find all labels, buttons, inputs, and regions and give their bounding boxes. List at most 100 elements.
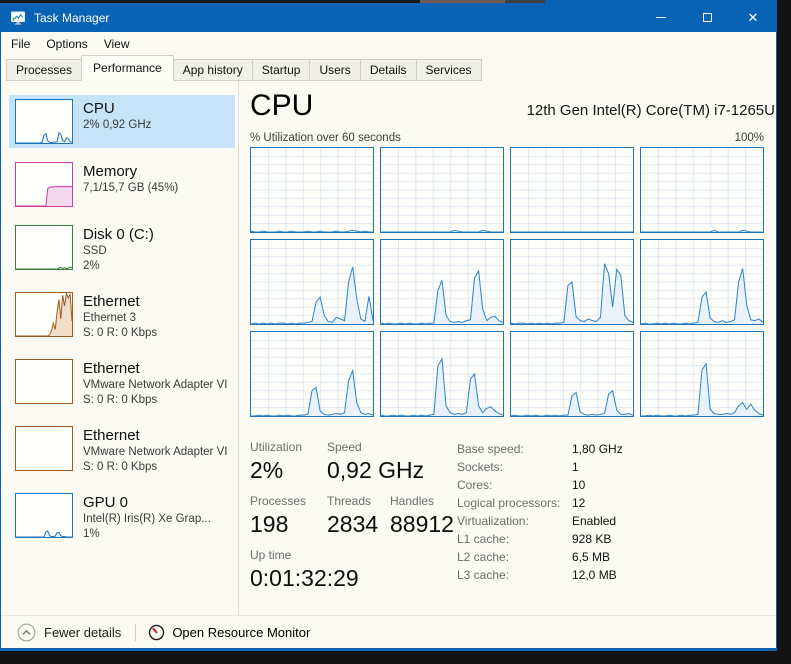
cpu-core-chart-8 (640, 239, 764, 325)
cpu-core-grid (250, 147, 764, 417)
stat-label-utilization: Utilization (250, 440, 303, 454)
cpu-thumbnail-chart (15, 99, 73, 144)
cpu-panel: CPU 12th Gen Intel(R) Core(TM) i7-1265U … (250, 81, 775, 615)
open-resource-monitor-label: Open Resource Monitor (172, 624, 311, 640)
stat-value-l1-cache: 928 KB (572, 532, 612, 546)
background-window-right (777, 0, 791, 664)
chart-axis-label: % Utilization over 60 seconds (250, 132, 401, 144)
sidebar-item-detail: 2% (83, 260, 100, 272)
maximize-button[interactable] (684, 3, 730, 32)
sidebar-item-ethernet-3[interactable]: Ethernet VMware Network Adapter VI S: 0 … (9, 422, 235, 479)
fewer-details-button[interactable]: Fewer details (17, 623, 121, 642)
disk-thumbnail-chart (15, 225, 73, 270)
task-manager-window: Task Manager ✕ File Options View Process… (0, 3, 777, 651)
sidebar-item-title: Disk 0 (C:) (83, 226, 154, 243)
performance-content: CPU 2% 0,92 GHz Memory 7,1/15,7 GB (45%)… (1, 81, 776, 615)
chevron-up-circle-icon (17, 623, 36, 641)
sidebar-item-detail: S: 0 R: 0 Kbps (83, 394, 158, 406)
stat-value-uptime: 0:01:32:29 (250, 565, 359, 591)
sidebar-item-detail: SSD (83, 245, 107, 257)
close-button[interactable]: ✕ (730, 3, 776, 32)
resource-monitor-icon (149, 624, 165, 640)
stat-value-base-speed: 1,80 GHz (572, 442, 623, 456)
performance-sidebar: CPU 2% 0,92 GHz Memory 7,1/15,7 GB (45%)… (9, 95, 235, 556)
sidebar-item-ethernet-1[interactable]: Ethernet Ethernet 3 S: 0 R: 0 Kbps (9, 288, 235, 345)
sidebar-item-memory[interactable]: Memory 7,1/15,7 GB (45%) (9, 158, 235, 211)
tab-services[interactable]: Services (415, 59, 482, 81)
sidebar-item-title: Ethernet (83, 293, 140, 310)
sidebar-item-detail: S: 0 R: 0 Kbps (83, 327, 158, 339)
stat-label-uptime: Up time (250, 548, 292, 562)
sidebar-scrollbar[interactable] (238, 81, 239, 615)
desktop-top-strip (0, 0, 420, 3)
stat-label-l1-cache: L1 cache: (457, 532, 510, 546)
stat-label-cores: Cores: (457, 478, 493, 492)
stat-label-speed: Speed (327, 440, 362, 454)
tab-startup[interactable]: Startup (251, 59, 311, 81)
cpu-core-chart-4 (640, 147, 764, 233)
desktop-top-strip-gray (505, 0, 545, 3)
tab-performance[interactable]: Performance (81, 55, 174, 81)
minimize-icon (656, 17, 666, 18)
tab-users[interactable]: Users (309, 59, 361, 81)
sidebar-item-title: CPU (83, 100, 115, 117)
fewer-details-label: Fewer details (44, 624, 122, 640)
close-icon: ✕ (747, 10, 759, 25)
sidebar-item-detail: S: 0 R: 0 Kbps (83, 461, 158, 473)
sidebar-item-ethernet-2[interactable]: Ethernet VMware Network Adapter VI S: 0 … (9, 355, 235, 412)
stat-label-sockets: Sockets: (457, 460, 504, 474)
tab-strip: Processes Performance App history Startu… (1, 55, 776, 81)
stat-label-l2-cache: L2 cache: (457, 550, 510, 564)
menu-view[interactable]: View (103, 36, 130, 51)
sidebar-item-gpu-0[interactable]: GPU 0 Intel(R) Iris(R) Xe Grap... 1% (9, 489, 235, 546)
sidebar-item-title: GPU 0 (83, 494, 129, 511)
footer-bar: Fewer details Open Resource Monitor (1, 615, 776, 648)
sidebar-item-detail: Ethernet 3 (83, 312, 137, 324)
stat-label-l3-cache: L3 cache: (457, 568, 510, 582)
stat-value-utilization: 2% (250, 457, 284, 483)
sidebar-item-cpu[interactable]: CPU 2% 0,92 GHz (9, 95, 235, 148)
desktop-top-strip-brown (420, 0, 505, 3)
task-manager-app-icon (11, 11, 25, 25)
cpu-model-name: 12th Gen Intel(R) Core(TM) i7-1265U (526, 102, 775, 119)
open-resource-monitor-link[interactable]: Open Resource Monitor (148, 624, 310, 641)
cpu-core-chart-1 (250, 147, 374, 233)
cpu-panel-title: CPU (250, 89, 314, 122)
window-title: Task Manager (34, 10, 110, 25)
stat-value-sockets: 1 (572, 460, 579, 474)
stat-value-cores: 10 (572, 478, 586, 492)
desktop-top-strip-blue (545, 0, 777, 3)
stat-value-handles: 88912 (390, 511, 454, 537)
tab-app-history[interactable]: App history (172, 59, 253, 81)
stat-label-handles: Handles (390, 494, 435, 508)
ethernet-thumbnail-chart (15, 359, 73, 404)
cpu-core-chart-12 (640, 331, 764, 417)
menu-options[interactable]: Options (46, 36, 88, 51)
tab-details[interactable]: Details (359, 59, 417, 81)
stat-value-processes: 198 (250, 511, 289, 537)
menu-file[interactable]: File (11, 36, 31, 51)
cpu-core-chart-9 (250, 331, 374, 417)
maximize-icon (702, 13, 712, 22)
sidebar-item-detail: 1% (83, 528, 100, 540)
menu-bar: File Options View (1, 32, 776, 55)
ethernet-thumbnail-chart (15, 292, 73, 337)
cpu-stats: Utilization Speed 2% 0,92 GHz Processes … (250, 439, 775, 593)
chart-max-label: 100% (734, 132, 764, 144)
stat-label-processes: Processes (250, 494, 307, 508)
minimize-button[interactable] (638, 3, 684, 32)
sidebar-item-detail: 7,1/15,7 GB (45%) (83, 182, 179, 194)
cpu-core-chart-10 (380, 331, 504, 417)
stat-value-l3-cache: 12,0 MB (572, 568, 617, 582)
sidebar-item-title: Memory (83, 163, 138, 180)
tab-processes[interactable]: Processes (6, 59, 83, 81)
stat-value-speed: 0,92 GHz (327, 457, 425, 483)
cpu-core-chart-3 (510, 147, 634, 233)
cpu-core-chart-5 (250, 239, 374, 325)
cpu-core-chart-6 (380, 239, 504, 325)
footer-divider (135, 623, 137, 641)
gpu-thumbnail-chart (15, 493, 73, 538)
sidebar-item-disk-0[interactable]: Disk 0 (C:) SSD 2% (9, 221, 235, 278)
stat-label-virtualization: Virtualization: (457, 514, 529, 528)
cpu-core-chart-7 (510, 239, 634, 325)
